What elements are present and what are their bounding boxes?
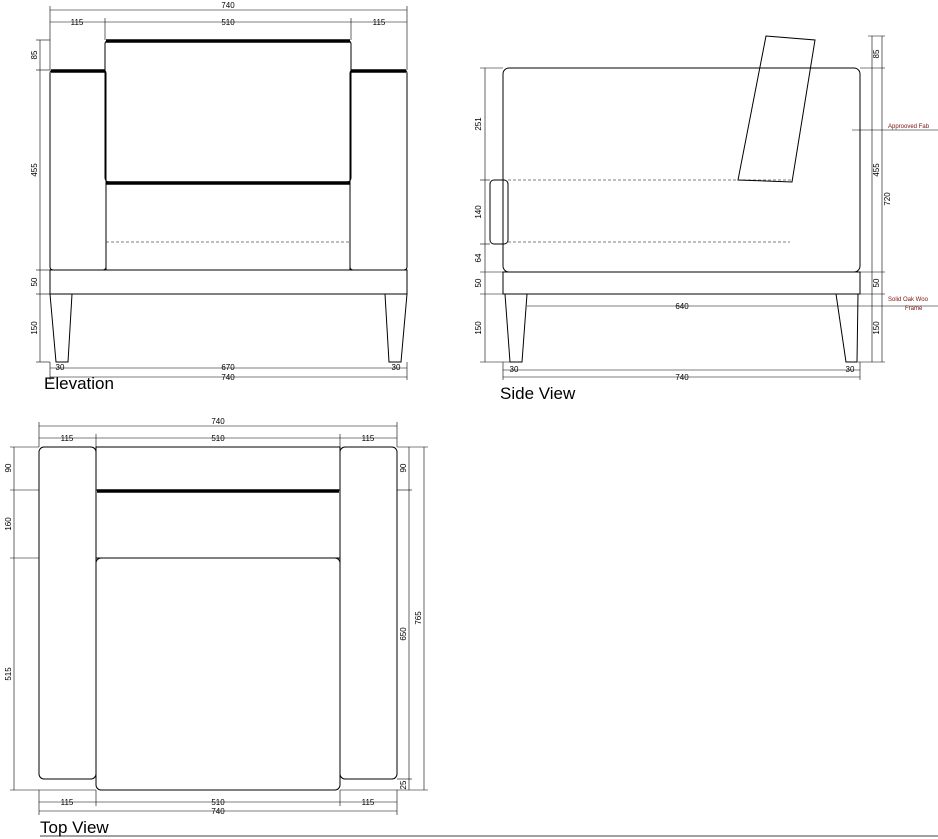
elevation-title: Elevation (44, 374, 114, 393)
dim-elevation-arm-left: 115 (71, 18, 84, 27)
elevation-back-cushion (104, 39, 352, 183)
side-back-cushion (737, 35, 816, 183)
side-view-title: Side View (500, 384, 576, 403)
dim-top-arm-depth: 650 (399, 627, 408, 641)
top-view-title: Top View (40, 818, 109, 837)
top-back-cushion (95, 489, 341, 559)
dim-top-overall-depth: 765 (414, 611, 423, 625)
dim-side-right-upper: 455 (872, 163, 881, 177)
dim-elevation-overall-bottom: 740 (221, 373, 235, 382)
dim-side-leg-left-width: 30 (510, 365, 519, 374)
dim-top-arm-right: 115 (362, 434, 375, 443)
dim-elevation-leg-left: 30 (56, 363, 65, 372)
dim-elevation-back-width: 510 (221, 18, 235, 27)
elevation-right-leg (384, 293, 408, 363)
dim-top-cushion-depth: 160 (4, 517, 13, 531)
callout-fabric: Approoved Fab (888, 124, 930, 130)
dim-top-back-depth: 90 (4, 463, 13, 472)
dim-side-cushion: 140 (474, 205, 483, 219)
dim-side-leg-left: 150 (474, 321, 483, 335)
dim-top-arm-left: 115 (61, 434, 74, 443)
dim-top-back-width: 510 (211, 434, 225, 443)
side-wood-frame (502, 271, 861, 295)
dim-top-bottom-overall: 740 (211, 807, 225, 816)
dim-side-frame-right: 50 (872, 278, 881, 287)
dim-side-overall-height: 720 (883, 192, 892, 206)
callout-frame-line2: Frame (905, 306, 923, 312)
elevation-seat-cushion (105, 181, 351, 271)
elevation-left-leg (49, 293, 73, 363)
dim-top-arm-front: 90 (399, 463, 408, 472)
dim-side-frame-left: 50 (474, 278, 483, 287)
top-left-arm (38, 446, 97, 780)
elevation-left-arm (49, 69, 107, 271)
dim-elevation-leg: 150 (30, 321, 39, 335)
dim-top-seat-depth: 515 (4, 667, 13, 681)
dim-top-bottom-back-width: 510 (211, 798, 225, 807)
dim-elevation-between-legs: 670 (221, 363, 235, 372)
dim-side-between-legs: 640 (675, 302, 689, 311)
dim-side-leg-right-width: 30 (846, 365, 855, 374)
top-seat-cushion (95, 557, 341, 791)
dim-top-bottom-arm-right: 115 (362, 798, 375, 807)
top-view: 740 115 510 115 90 160 515 90 650 765 25… (4, 417, 428, 837)
dim-elevation-back-top: 85 (30, 50, 39, 59)
dim-top-seat-projection: 25 (399, 780, 408, 789)
dim-elevation-arm-right: 115 (373, 18, 386, 27)
dim-top-bottom-arm-left: 115 (61, 798, 74, 807)
side-arm-roll (489, 179, 509, 245)
elevation-view: 740 115 510 115 85 455 50 150 30 670 30 … (30, 1, 408, 393)
side-body (502, 67, 861, 273)
dim-top-overall-width: 740 (211, 417, 225, 426)
top-back (95, 446, 341, 491)
dim-side-seat-gap: 64 (474, 253, 483, 262)
side-front-leg (504, 293, 528, 363)
dim-side-arm-upper: 251 (474, 117, 483, 131)
dim-elevation-arm-height: 455 (30, 163, 39, 177)
dim-side-leg-right: 150 (872, 321, 881, 335)
dim-side-overall-depth: 740 (675, 373, 689, 382)
dim-elevation-leg-right: 30 (392, 363, 401, 372)
elevation-wood-frame (49, 269, 408, 295)
dim-elevation-frame: 50 (30, 277, 39, 286)
side-view: 640 251 140 64 50 150 85 455 720 50 150 … (474, 35, 938, 403)
callout-frame-line1: Solid Oak Woo (888, 297, 929, 303)
top-right-arm (339, 446, 398, 780)
dim-side-back-top: 85 (872, 49, 881, 58)
side-rear-leg (835, 293, 859, 363)
elevation-right-arm (349, 69, 408, 271)
dim-elevation-overall-width: 740 (221, 1, 235, 10)
